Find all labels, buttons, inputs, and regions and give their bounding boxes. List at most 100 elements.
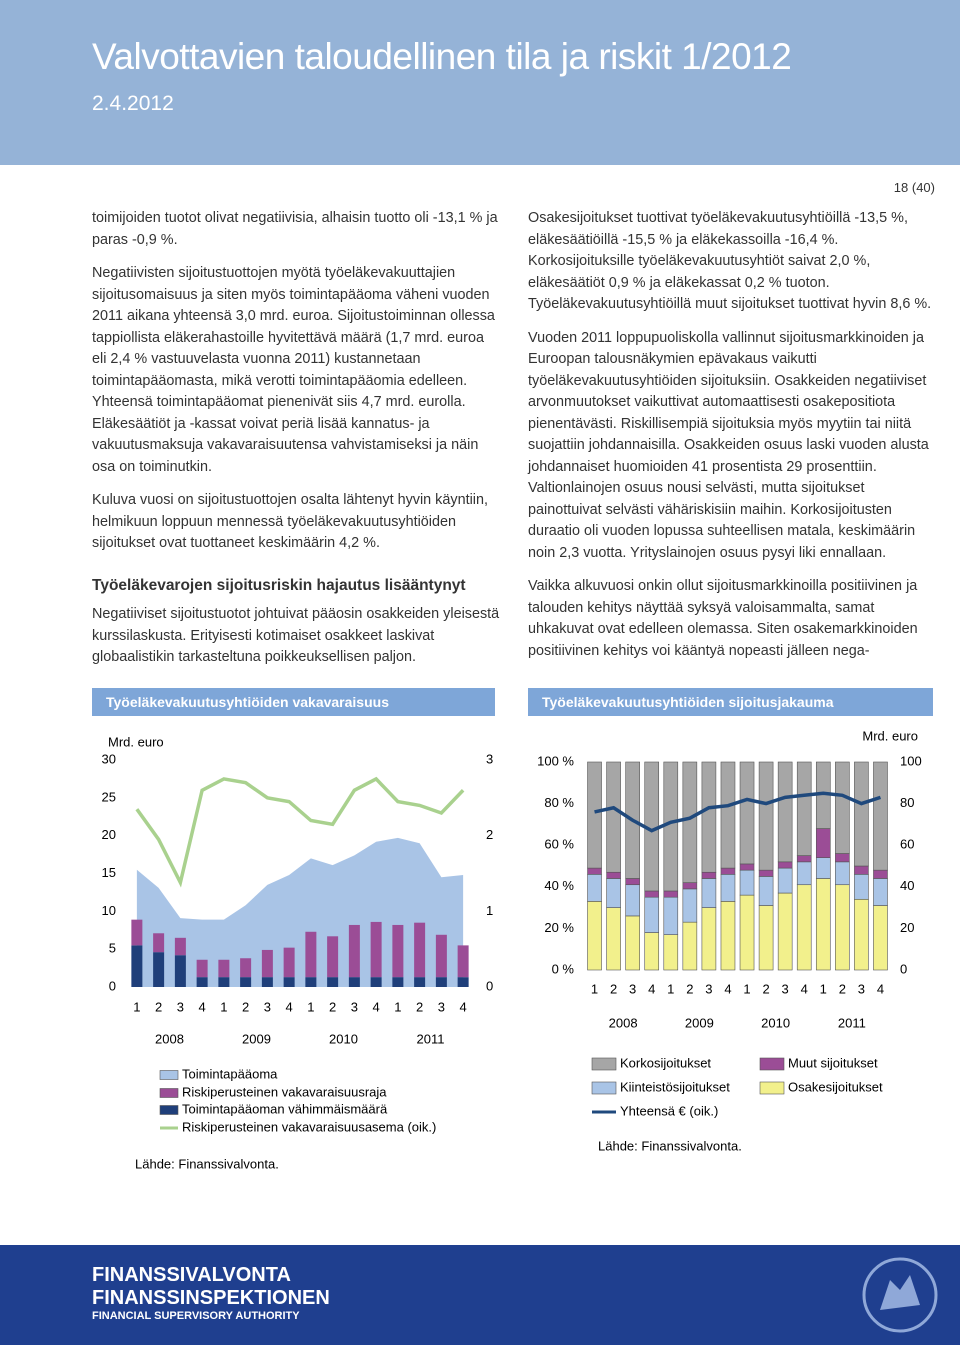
header-band xyxy=(0,0,960,165)
axis-label: Mrd. euro xyxy=(862,728,918,743)
bar-segment xyxy=(218,977,230,987)
bar-segment xyxy=(392,924,404,978)
bar-segment xyxy=(777,761,793,863)
y-tick-label: 20 xyxy=(102,827,116,842)
x-tick-label: 2 xyxy=(686,981,693,996)
bar-segment xyxy=(587,874,602,902)
y2-tick-label: 100 xyxy=(900,753,922,768)
bar-segment xyxy=(739,869,755,896)
x-tick-label: 4 xyxy=(648,981,655,996)
y-tick-label: 15 xyxy=(102,865,116,880)
bar-segment xyxy=(327,936,339,978)
bar-segment xyxy=(777,861,793,869)
x-tick-label: 2 xyxy=(762,981,769,996)
x-tick-label: 2 xyxy=(155,999,162,1014)
bar-segment xyxy=(796,855,812,863)
bar-segment xyxy=(701,871,717,879)
bar-segment xyxy=(606,878,621,908)
bar-segment xyxy=(348,924,360,978)
x-group-label: 2008 xyxy=(609,1015,638,1030)
bar-segment xyxy=(739,894,755,971)
x-tick-label: 1 xyxy=(220,999,227,1014)
bar-segment xyxy=(174,937,186,956)
bar-segment xyxy=(435,977,447,987)
x-group-label: 2011 xyxy=(838,1015,866,1030)
bar-segment xyxy=(854,865,869,875)
page-number: 18 (40) xyxy=(893,180,935,195)
x-tick-label: 1 xyxy=(307,999,314,1014)
bar-segment xyxy=(701,878,717,908)
bar-segment xyxy=(606,907,621,971)
bar-segment xyxy=(873,905,888,971)
bar-segment xyxy=(873,869,888,879)
bar-segment xyxy=(777,867,793,894)
left-column: toimijoiden tuotot olivat negatiivisia, … xyxy=(92,208,502,681)
bar-segment xyxy=(777,892,793,971)
legend-swatch xyxy=(159,1088,179,1098)
legend-swatch xyxy=(159,1070,179,1080)
bar-segment xyxy=(218,959,230,978)
paragraph: Negatiivisten sijoitustuottojen myötä ty… xyxy=(92,265,495,475)
bar-segment xyxy=(835,761,850,854)
bar-segment xyxy=(587,901,602,971)
footer-text: FINANSSIVALVONTA xyxy=(92,1264,291,1286)
right-column: Osakesijoitukset tuottivat työeläkevakuu… xyxy=(528,208,938,674)
legend-swatch xyxy=(759,1057,785,1071)
bar-segment xyxy=(682,882,698,890)
bar-segment xyxy=(739,863,755,871)
bar-segment xyxy=(261,977,273,987)
bar-segment xyxy=(873,878,888,906)
x-tick-label: 3 xyxy=(858,981,865,996)
bar-segment xyxy=(835,853,850,863)
y2-tick-label: 2 xyxy=(486,827,493,842)
legend-swatch xyxy=(591,1057,617,1071)
y-tick-label: 30 xyxy=(102,751,116,766)
bar-segment xyxy=(327,977,339,987)
legend-label: Toimintapääoman vähimmäismäärä xyxy=(182,1101,388,1116)
y-tick-label: 80 % xyxy=(544,795,574,810)
bar-segment xyxy=(196,977,208,987)
footer-text: FINANSSINSPEKTIONEN xyxy=(92,1287,330,1309)
legend-label: Osakesijoitukset xyxy=(788,1079,883,1094)
chart-title: Työeläkevakuutusyhtiöiden vakavaraisuus xyxy=(92,688,495,716)
y-tick-label: 60 % xyxy=(544,837,574,852)
footer-band xyxy=(0,1245,960,1345)
paragraph: Vaikka alkuvuosi onkin ollut sijoitusmar… xyxy=(528,578,918,659)
bar-segment xyxy=(682,921,698,971)
y2-tick-label: 40 xyxy=(900,878,914,893)
x-tick-label: 2 xyxy=(242,999,249,1014)
bar-segment xyxy=(644,890,660,898)
x-tick-label: 4 xyxy=(199,999,206,1014)
paragraph: Negatiiviset sijoitustuotot johtuivat pä… xyxy=(92,606,500,665)
bar-segment xyxy=(720,867,736,875)
x-tick-label: 1 xyxy=(820,981,827,996)
y2-tick-label: 60 xyxy=(900,837,914,852)
bar-segment xyxy=(663,934,679,971)
bar-segment xyxy=(663,761,679,892)
x-tick-label: 4 xyxy=(286,999,293,1014)
y-tick-label: 0 % xyxy=(552,961,575,976)
bar-segment xyxy=(835,884,850,971)
bar-segment xyxy=(720,874,736,902)
legend-swatch xyxy=(159,1105,179,1115)
x-tick-label: 1 xyxy=(133,999,140,1014)
x-group-label: 2010 xyxy=(329,1031,358,1046)
bar-segment xyxy=(758,761,774,871)
y-tick-label: 40 % xyxy=(544,878,574,893)
emblem xyxy=(862,1257,938,1333)
bar-segment xyxy=(625,884,640,917)
bar-segment xyxy=(305,931,317,978)
bar-segment xyxy=(854,761,869,867)
y2-tick-label: 3 xyxy=(486,751,493,766)
bar-segment xyxy=(625,915,640,971)
x-tick-label: 2 xyxy=(610,981,617,996)
bar-segment xyxy=(457,977,469,987)
chart-title: Työeläkevakuutusyhtiöiden sijoitusjakaum… xyxy=(528,688,933,716)
bar-segment xyxy=(873,761,888,871)
line xyxy=(594,791,882,833)
bar-segment xyxy=(720,761,736,869)
y-tick-label: 0 xyxy=(109,978,116,993)
y2-tick-label: 0 xyxy=(900,961,907,976)
x-tick-label: 2 xyxy=(839,981,846,996)
